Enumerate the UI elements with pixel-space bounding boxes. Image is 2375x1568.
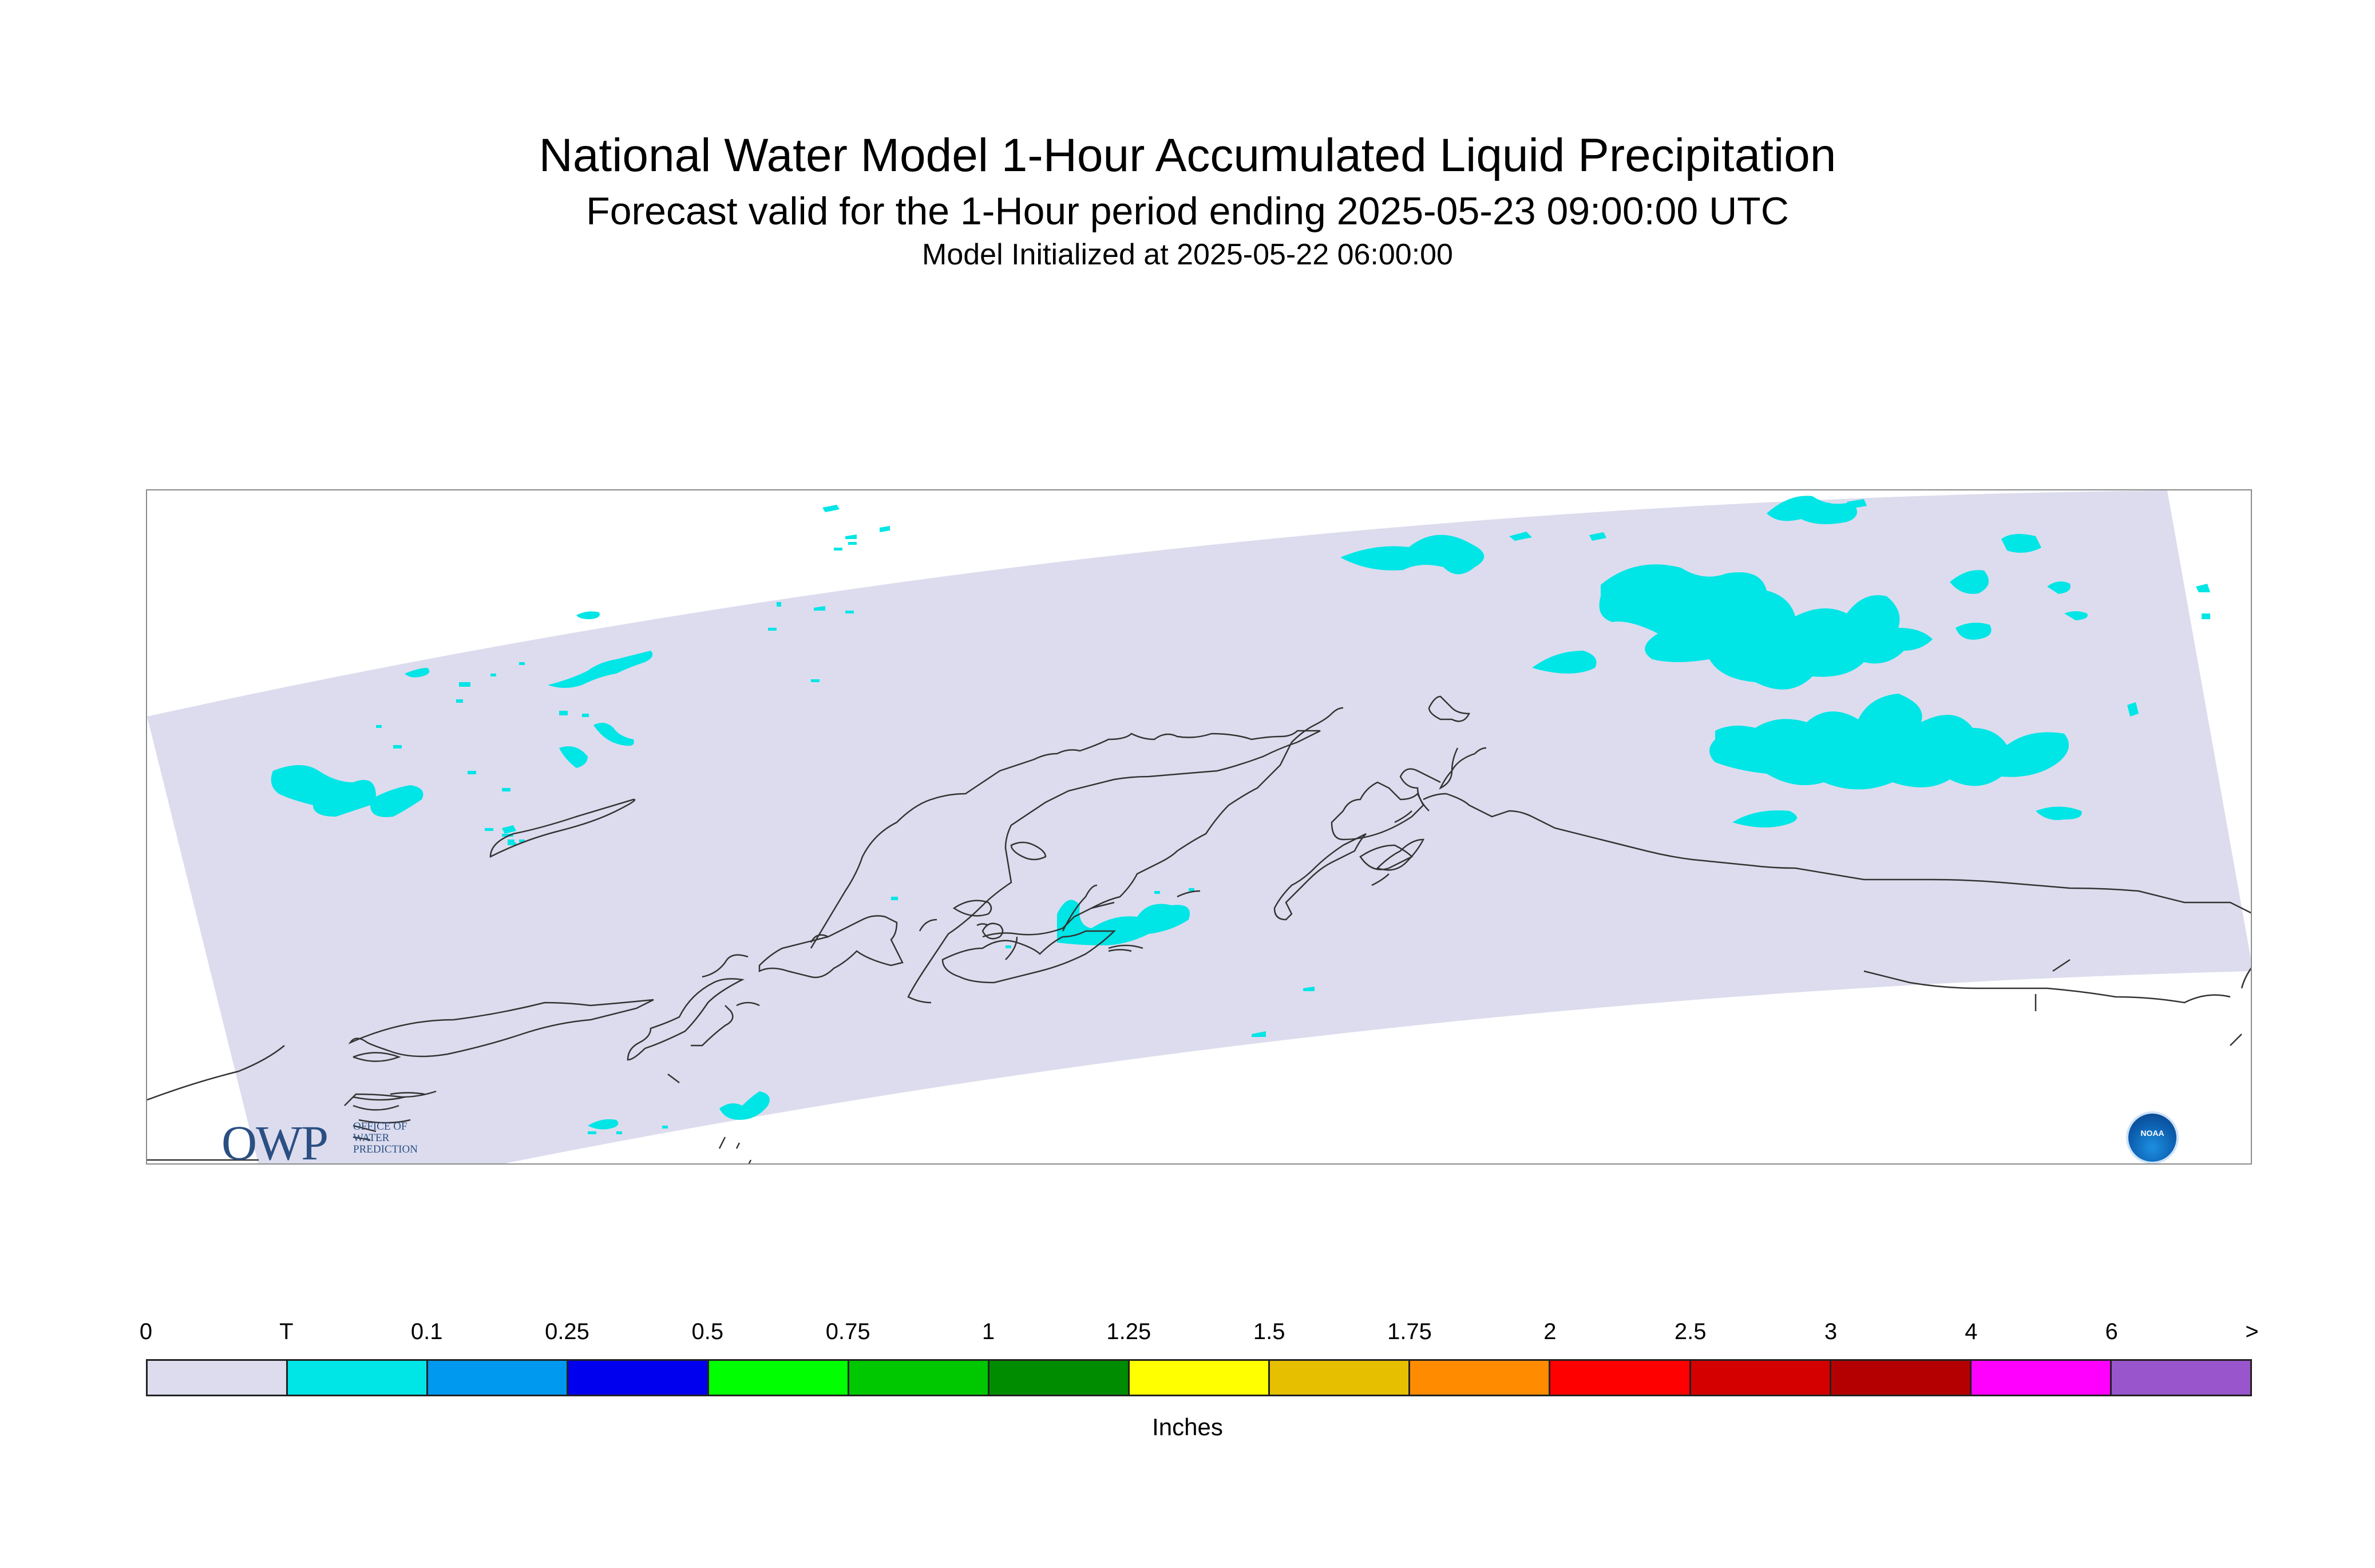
legend-tick-label: > bbox=[2245, 1319, 2259, 1344]
model-domain bbox=[147, 490, 2251, 1163]
legend-tick-label: 0.25 bbox=[545, 1319, 589, 1344]
map-title: National Water Model 1-Hour Accumulated … bbox=[539, 129, 1836, 181]
legend-tick-label: 0 bbox=[139, 1319, 153, 1344]
legend-tick-label: 0.1 bbox=[410, 1319, 443, 1344]
legend-tick-label: 1 bbox=[981, 1319, 995, 1344]
lakes bbox=[952, 841, 1132, 952]
owp-logo-line-2: WATER bbox=[353, 1132, 390, 1144]
legend-swatch bbox=[849, 1361, 989, 1395]
map-panel: OWP OFFICE OF WATER PREDICTION NOAA bbox=[146, 489, 2252, 1165]
legend-tick-label: 3 bbox=[1824, 1319, 1838, 1344]
legend-tick-label: 6 bbox=[2105, 1319, 2118, 1344]
owp-logo-line-1: OFFICE OF bbox=[353, 1120, 407, 1133]
legend-swatch bbox=[1971, 1361, 2112, 1395]
legend-tick-label: T bbox=[279, 1319, 294, 1344]
noaa-logo-text: NOAA bbox=[2140, 1129, 2164, 1138]
legend-swatch bbox=[428, 1361, 569, 1395]
precip-areas bbox=[271, 496, 2210, 1134]
legend-swatch bbox=[2111, 1361, 2251, 1395]
legend-swatch bbox=[1550, 1361, 1691, 1395]
legend-swatch bbox=[568, 1361, 709, 1395]
legend-swatch bbox=[1691, 1361, 1831, 1395]
legend-tick-label: 2 bbox=[1543, 1319, 1557, 1344]
owp-logo: OWP OFFICE OF WATER PREDICTION bbox=[221, 1114, 418, 1165]
legend-swatch bbox=[288, 1361, 429, 1395]
coastlines bbox=[147, 695, 2251, 1163]
legend-swatch bbox=[708, 1361, 849, 1395]
legend-units: Inches bbox=[1152, 1413, 1223, 1440]
legend-tick-label: 2.5 bbox=[1674, 1319, 1707, 1344]
legend-tick-label: 1.25 bbox=[1106, 1319, 1151, 1344]
legend-tick-label: 1.75 bbox=[1387, 1319, 1432, 1344]
map-subtitle: Forecast valid for the 1-Hour period end… bbox=[586, 189, 1789, 233]
legend-swatch bbox=[1270, 1361, 1411, 1395]
legend-swatch bbox=[1410, 1361, 1551, 1395]
legend-tick-label: 0.75 bbox=[825, 1319, 870, 1344]
legend-swatch bbox=[1129, 1361, 1270, 1395]
legend-swatch bbox=[148, 1361, 288, 1395]
model-init-time: Model Initialized at 2025-05-22 06:00:00 bbox=[922, 238, 1453, 271]
legend-tick-label: 4 bbox=[1965, 1319, 1978, 1344]
owp-logo-text: OWP bbox=[221, 1115, 328, 1165]
owp-logo-line-3: PREDICTION bbox=[353, 1143, 418, 1155]
noaa-logo: NOAA bbox=[2126, 1111, 2179, 1163]
legend-swatch bbox=[989, 1361, 1130, 1395]
legend-tick-label: 0.5 bbox=[691, 1319, 724, 1344]
legend-swatch bbox=[1831, 1361, 1972, 1395]
legend-tick-label: 1.5 bbox=[1253, 1319, 1285, 1344]
color-legend bbox=[146, 1359, 2252, 1396]
map-canvas bbox=[147, 490, 2251, 1163]
